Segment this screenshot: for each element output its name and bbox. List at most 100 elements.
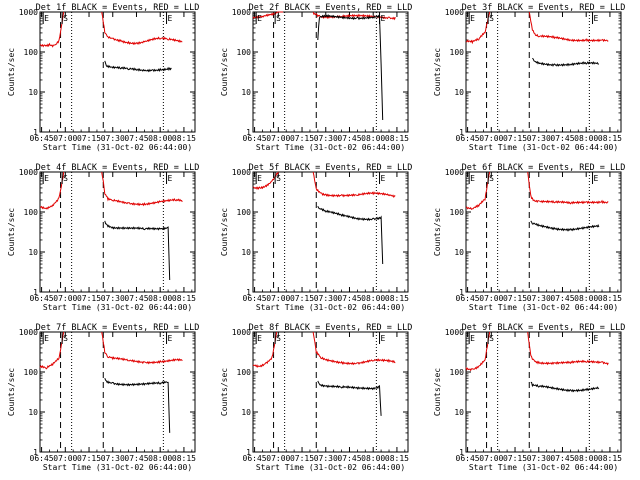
y-tick-label: 1 xyxy=(33,128,38,137)
x-tick-label: 07:45 xyxy=(550,134,574,143)
events-series-line xyxy=(317,205,384,265)
y-tick-label: 1 xyxy=(246,288,251,297)
x-tick-label: 07:45 xyxy=(550,454,574,463)
y-axis-label: Counts/sec xyxy=(220,368,229,416)
x-tick-label: 08:00 xyxy=(361,454,385,463)
event-marker-label: S xyxy=(63,334,68,343)
x-tick-label: 07:00 xyxy=(479,294,503,303)
lld-series-line xyxy=(39,11,65,48)
lld-series-line xyxy=(528,11,609,43)
x-tick-label: 07:30 xyxy=(527,454,551,463)
lld-series-line xyxy=(465,171,491,211)
x-axis-label: Start Time (31-Oct-02 06:44:00) xyxy=(43,463,192,472)
x-tick-label: 07:15 xyxy=(290,294,314,303)
chart-title: Det 7f BLACK = Events, RED = LLD xyxy=(36,323,200,333)
y-axis-label: Counts/sec xyxy=(7,368,16,416)
lld-series-line xyxy=(101,11,183,46)
x-axis-label: Start Time (31-Oct-02 06:44:00) xyxy=(43,143,192,152)
event-marker-label: S xyxy=(489,334,494,343)
chart-title: Det 2f BLACK = Events, RED = LLD xyxy=(249,3,413,13)
x-tick-label: 07:45 xyxy=(550,294,574,303)
x-tick-label: 08:00 xyxy=(361,134,385,143)
x-tick-label: 07:45 xyxy=(124,454,148,463)
lld-series-line xyxy=(101,171,183,207)
x-tick-label: 08:15 xyxy=(385,454,409,463)
x-tick-label: 08:15 xyxy=(172,454,196,463)
x-tick-label: 07:30 xyxy=(527,134,551,143)
x-tick-label: 07:45 xyxy=(124,294,148,303)
chart-panel-5: Det 5f BLACK = Events, RED = LLD 1 10 100 10… xyxy=(220,163,412,312)
y-tick-label: 1000 xyxy=(232,8,251,17)
y-tick-label: 100 xyxy=(450,48,465,57)
events-series-line xyxy=(530,381,600,393)
lld-series-line xyxy=(252,331,278,368)
lld-series-line xyxy=(39,171,65,210)
x-tick-label: 07:30 xyxy=(101,454,125,463)
y-tick-label: 100 xyxy=(24,208,39,217)
y-tick-label: 100 xyxy=(237,368,252,377)
x-tick-label: 07:00 xyxy=(53,134,77,143)
event-marker-label: S xyxy=(276,174,281,183)
event-marker-label: S xyxy=(276,334,281,343)
chart-title: Det 3f BLACK = Events, RED = LLD xyxy=(462,3,626,13)
y-tick-label: 1000 xyxy=(19,328,38,337)
events-series-line xyxy=(104,220,171,281)
y-tick-label: 1000 xyxy=(445,328,464,337)
events-series-line xyxy=(532,57,599,67)
chart-panel-3: Det 3f BLACK = Events, RED = LLD 1 10 100 10… xyxy=(433,3,625,152)
x-tick-label: 08:00 xyxy=(574,134,598,143)
event-marker-label: E xyxy=(470,334,475,343)
plot-frame xyxy=(252,331,409,453)
x-tick-label: 08:15 xyxy=(385,294,409,303)
x-tick-label: 06:45 xyxy=(243,294,267,303)
x-tick-label: 07:15 xyxy=(77,294,101,303)
x-tick-label: 08:15 xyxy=(598,294,622,303)
y-tick-label: 100 xyxy=(237,48,252,57)
y-axis-label: Counts/sec xyxy=(433,368,442,416)
y-tick-label: 1 xyxy=(246,128,251,137)
y-tick-label: 1000 xyxy=(232,168,251,177)
y-tick-label: 1 xyxy=(33,448,38,457)
event-marker-label: E xyxy=(470,174,475,183)
y-axis-label: Counts/sec xyxy=(220,208,229,256)
lld-series-line xyxy=(312,11,396,21)
y-tick-label: 10 xyxy=(28,248,38,257)
x-axis-label: Start Time (31-Oct-02 06:44:00) xyxy=(256,143,405,152)
lld-series-line xyxy=(252,11,284,20)
lld-series-line xyxy=(527,331,609,366)
x-axis-label: Start Time (31-Oct-02 06:44:00) xyxy=(469,303,618,312)
y-tick-label: 1000 xyxy=(232,328,251,337)
y-axis-label: Counts/sec xyxy=(7,208,16,256)
chart-panel-2: Det 2f BLACK = Events, RED = LLD 1 10 100 10… xyxy=(220,3,412,152)
chart-title: Det 4f BLACK = Events, RED = LLD xyxy=(36,163,200,173)
x-tick-label: 07:15 xyxy=(503,454,527,463)
event-marker-label: S xyxy=(276,14,281,23)
plot-frame xyxy=(39,331,196,453)
x-tick-label: 07:45 xyxy=(124,134,148,143)
x-tick-label: 07:00 xyxy=(479,454,503,463)
chart-panel-8: Det 8f BLACK = Events, RED = LLD 1 10 100 10… xyxy=(220,323,412,472)
y-tick-label: 10 xyxy=(241,88,251,97)
x-tick-label: 07:45 xyxy=(337,454,361,463)
x-tick-label: 07:00 xyxy=(479,134,503,143)
event-marker-label: E xyxy=(594,174,599,183)
lld-series-line xyxy=(527,171,609,205)
event-marker-label: S xyxy=(489,14,494,23)
events-series-line xyxy=(530,220,600,232)
x-tick-label: 07:00 xyxy=(266,134,290,143)
lld-series-line xyxy=(252,171,279,191)
event-marker-label: S xyxy=(489,174,494,183)
chart-panel-6: Det 6f BLACK = Events, RED = LLD 1 10 100 10… xyxy=(433,163,625,312)
plot-frame xyxy=(465,11,622,133)
chart-panel-4: Det 4f BLACK = Events, RED = LLD 1 10 100 10… xyxy=(7,163,199,312)
y-tick-label: 10 xyxy=(454,248,464,257)
y-tick-label: 1000 xyxy=(19,8,38,17)
x-tick-label: 06:45 xyxy=(243,134,267,143)
x-tick-label: 07:30 xyxy=(314,294,338,303)
x-tick-label: 06:45 xyxy=(456,134,480,143)
x-axis-label: Start Time (31-Oct-02 06:44:00) xyxy=(469,463,618,472)
y-axis-label: Counts/sec xyxy=(433,48,442,96)
x-tick-label: 07:45 xyxy=(337,134,361,143)
